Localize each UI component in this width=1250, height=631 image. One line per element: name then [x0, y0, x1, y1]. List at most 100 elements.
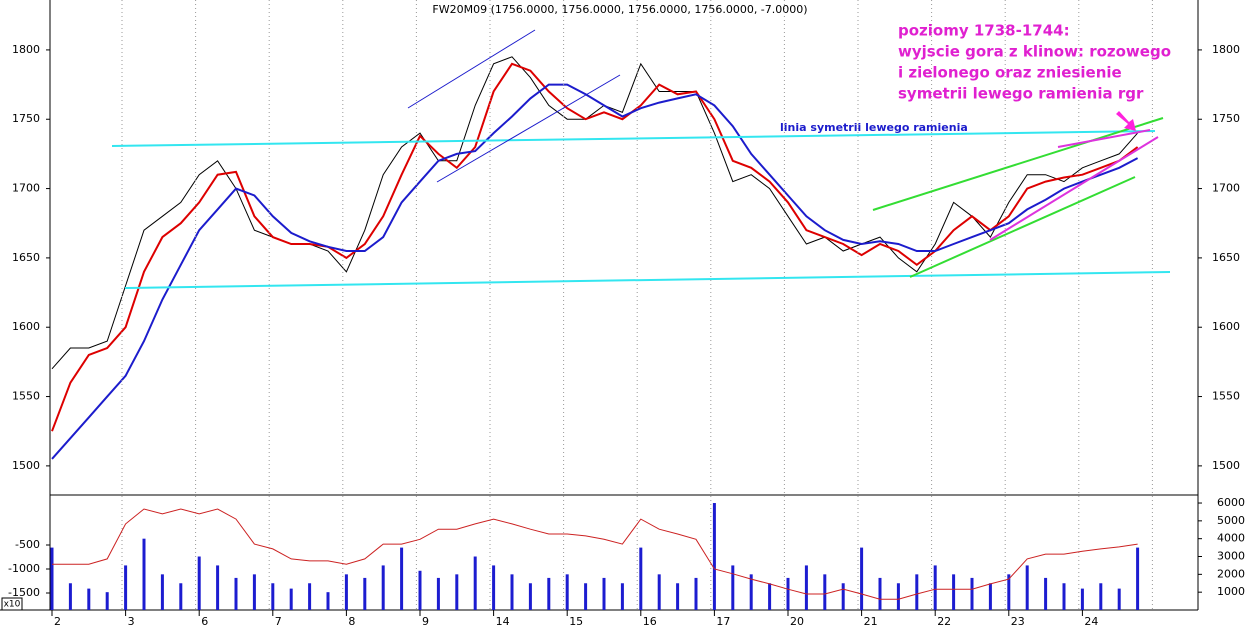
y2-tick-label: 6000 [1217, 496, 1245, 509]
bar [694, 577, 698, 610]
y-tick-label: 1750 [1212, 112, 1240, 125]
y-tick-label: 1500 [1212, 459, 1240, 472]
bar [1080, 588, 1084, 610]
bar [823, 574, 827, 610]
bar [731, 565, 735, 610]
y-tick-label: 1550 [1212, 390, 1240, 403]
annotation: poziomy 1738-1744: [898, 22, 1070, 40]
wedge-line [1057, 129, 1151, 148]
bar [1062, 583, 1066, 610]
bar [68, 583, 72, 610]
bar [124, 565, 128, 610]
bar [473, 556, 477, 610]
bar [105, 592, 109, 610]
bar [179, 583, 183, 610]
x-tick-label: 20 [790, 615, 804, 628]
x-tick-label: 6 [201, 615, 208, 628]
y-tick-label: 1600 [12, 320, 40, 333]
bar [344, 574, 348, 610]
y2-tick-label: 1000 [1217, 585, 1245, 598]
x-tick-label: 24 [1084, 615, 1098, 628]
line-series [52, 508, 1138, 600]
y-tick-label: -1000 [8, 562, 40, 575]
bar [492, 565, 496, 610]
bar [510, 574, 514, 610]
bar [565, 574, 569, 610]
bar [289, 588, 293, 610]
bar [712, 503, 716, 610]
bar [786, 577, 790, 610]
channel-line [436, 74, 621, 183]
bar [381, 565, 385, 610]
bar [749, 574, 753, 610]
bar [841, 583, 845, 610]
bar [363, 577, 367, 610]
channel-line [407, 29, 536, 109]
bar [400, 547, 404, 610]
bar [620, 583, 624, 610]
y-tick-label: 1800 [1212, 43, 1240, 56]
bar [216, 565, 220, 610]
trend-line [124, 271, 1171, 289]
unit-box [1, 597, 23, 611]
bar [1025, 565, 1029, 610]
y2-tick-label: 5000 [1217, 514, 1245, 527]
x-tick-label: 16 [643, 615, 657, 628]
wedge-line [989, 136, 1159, 241]
x-tick-label: 17 [716, 615, 730, 628]
bar [988, 583, 992, 610]
axis-unit: x10 [4, 600, 21, 610]
bar [915, 574, 919, 610]
bar [952, 574, 956, 610]
bar [602, 577, 606, 610]
bar [639, 547, 643, 610]
y-tick-label: 1650 [12, 251, 40, 264]
x-tick-label: 23 [1011, 615, 1025, 628]
bar [528, 583, 532, 610]
bar [676, 583, 680, 610]
y-tick-label: 1700 [12, 182, 40, 195]
bar [584, 583, 588, 610]
annotation: i zielonego oraz zniesienie [898, 64, 1122, 82]
y-tick-label: 1750 [12, 112, 40, 125]
bar [657, 574, 661, 610]
line-series [51, 83, 1139, 460]
y-tick-label: 1500 [12, 459, 40, 472]
y-tick-label: -500 [15, 538, 40, 551]
bar [160, 574, 164, 610]
x-tick-label: 21 [864, 615, 878, 628]
bar [970, 577, 974, 610]
bar [50, 547, 54, 610]
y-tick-label: 1800 [12, 43, 40, 56]
bar [436, 577, 440, 610]
x-tick-label: 8 [348, 615, 355, 628]
bar [1136, 547, 1140, 610]
bar [1044, 577, 1048, 610]
bar [252, 574, 256, 610]
bar [1007, 574, 1011, 610]
wedge-line [872, 117, 1164, 211]
bar [326, 592, 330, 610]
y-tick-label: 1650 [1212, 251, 1240, 264]
bar [1117, 588, 1121, 610]
annotation: linia symetrii lewego ramienia [780, 121, 968, 134]
bar [1099, 583, 1103, 610]
y-tick-label: 1700 [1212, 182, 1240, 195]
line-series [51, 56, 1138, 370]
bar [234, 577, 238, 610]
bar [804, 565, 808, 610]
bar [896, 583, 900, 610]
y-tick-label: -1500 [8, 586, 40, 599]
bar [197, 556, 201, 610]
y2-tick-label: 3000 [1217, 550, 1245, 563]
bar [860, 547, 864, 610]
bar [547, 577, 551, 610]
bar [878, 577, 882, 610]
wedge-line [909, 176, 1136, 278]
x-tick-label: 3 [128, 615, 135, 628]
annotation: symetrii lewego ramienia rgr [898, 85, 1144, 103]
x-tick-label: 7 [275, 615, 282, 628]
y2-tick-label: 4000 [1217, 532, 1245, 545]
x-tick-label: 9 [422, 615, 429, 628]
